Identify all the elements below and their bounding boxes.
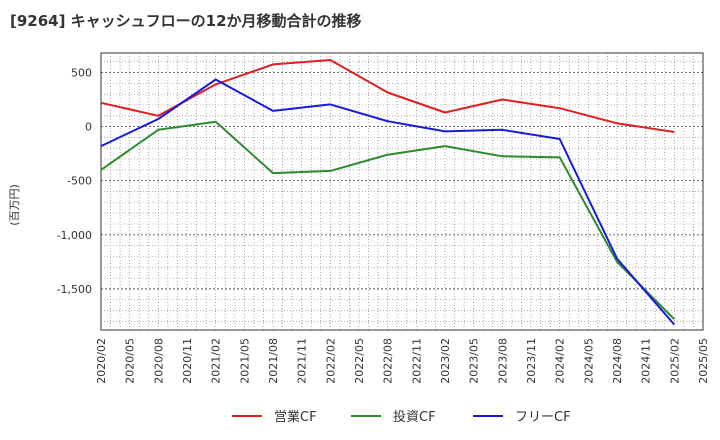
y-axis-label: (百万円): [8, 184, 21, 226]
x-tick-label: 2021/11: [296, 338, 309, 384]
x-tick-label: 2020/11: [181, 338, 194, 384]
x-tick-labels: 2020/02 2020/05 2020/08 2020/11 2021/02 2021/…: [95, 338, 710, 384]
x-tick-label: 2022/08: [382, 338, 395, 384]
y-tick-label: -1,500: [57, 283, 92, 296]
legend-label-1: 営業CF: [274, 409, 317, 425]
x-tick-label: 2023/02: [439, 338, 452, 384]
y-tick-label: 500: [71, 66, 92, 79]
x-tick-label: 2023/11: [525, 338, 538, 384]
x-tick-label: 2020/02: [95, 338, 108, 384]
chart-title: [9264] キャッシュフローの12か月移動合計の推移: [10, 12, 362, 30]
y-tick-labels: 500 0 -500 -1,000 -1,500: [57, 66, 92, 295]
x-tick-label: 2024/05: [582, 338, 595, 384]
x-tick-label: 2022/05: [353, 338, 366, 384]
x-tick-label: 2020/05: [124, 338, 137, 384]
y-tick-label: 0: [85, 121, 92, 134]
series-line-2: [100, 120, 676, 320]
x-tick-label: 2020/08: [152, 338, 165, 384]
y-tick-label: -1,000: [57, 229, 92, 242]
x-tick-label: 2021/08: [267, 338, 280, 384]
x-tick-label: 2024/11: [640, 338, 653, 384]
series-line-3: [100, 78, 676, 326]
x-tick-label: 2022/02: [324, 338, 337, 384]
x-tick-label: 2023/08: [496, 338, 509, 384]
x-tick-label: 2022/11: [410, 338, 423, 384]
x-tick-label: 2024/02: [554, 338, 567, 384]
legend: 営業CF 投資CF フリーCF: [232, 409, 571, 425]
plot-grid: [100, 52, 704, 331]
x-tick-label: 2021/02: [210, 338, 223, 384]
x-tick-label: 2023/05: [468, 338, 481, 384]
legend-label-2: 投資CF: [393, 409, 436, 425]
x-tick-label: 2024/08: [611, 338, 624, 384]
plot-series: [100, 59, 676, 326]
y-tick-label: -500: [67, 175, 92, 188]
x-tick-label: 2021/05: [238, 338, 251, 384]
x-tick-label: 2025/05: [697, 338, 710, 384]
series-line-1: [100, 59, 675, 133]
plot-frame: [100, 52, 704, 331]
x-tick-label: 2025/02: [668, 338, 681, 384]
legend-label-3: フリーCF: [515, 410, 571, 425]
